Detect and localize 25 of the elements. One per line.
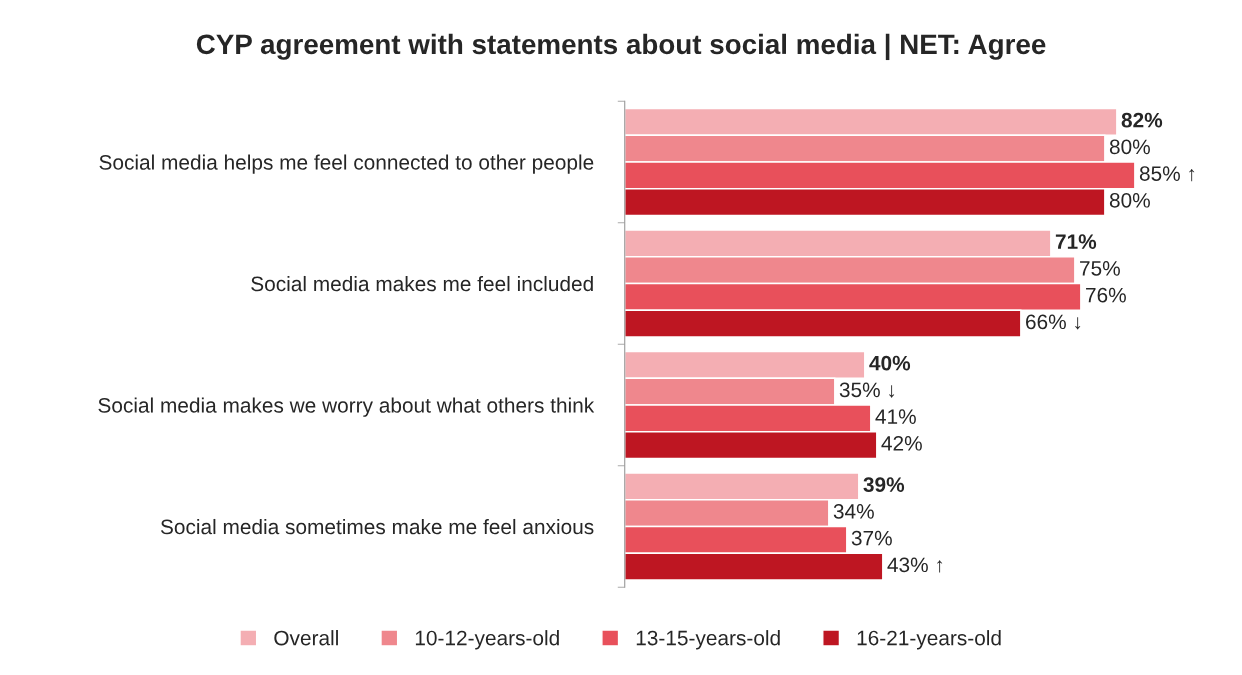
data-label: 85% ↑ (1139, 166, 1195, 182)
legend-label: Overall (274, 630, 338, 646)
data-label: 80% (1109, 139, 1150, 155)
data-label: 34% (833, 503, 874, 519)
data-label: 71% (1055, 234, 1097, 249)
data-label: 66% ↓ (1026, 314, 1081, 330)
data-label: 75% (1080, 261, 1120, 276)
chart-title: CYP agreement with statements about social media | NET: Agree (196, 33, 1046, 61)
data-label: 42% (881, 435, 922, 451)
data-label: 43% ↑ (887, 557, 943, 573)
y-tick-label: Social media makes me feel included (251, 275, 593, 292)
data-label: 41% (875, 409, 916, 424)
data-label: 35% ↓ (839, 382, 895, 398)
data-label: 82% (1121, 112, 1163, 128)
y-tick-label: Social media helps me feel connected to other people (99, 154, 594, 174)
y-tick-label: Social media sometimes make me feel anxious (160, 518, 594, 535)
y-tick-label: Social media makes we worry about what others think (98, 397, 595, 417)
legend-label: 13-15-years-old (636, 630, 780, 650)
legend-label: 16-21-years-old (857, 630, 1001, 650)
data-label: 80% (1109, 192, 1150, 208)
data-label: 40% (869, 355, 911, 371)
data-label: 37% (851, 530, 892, 546)
data-label: 39% (863, 477, 905, 493)
legend-label: 10-12-years-old (415, 630, 559, 650)
data-label: 76% (1086, 287, 1126, 303)
